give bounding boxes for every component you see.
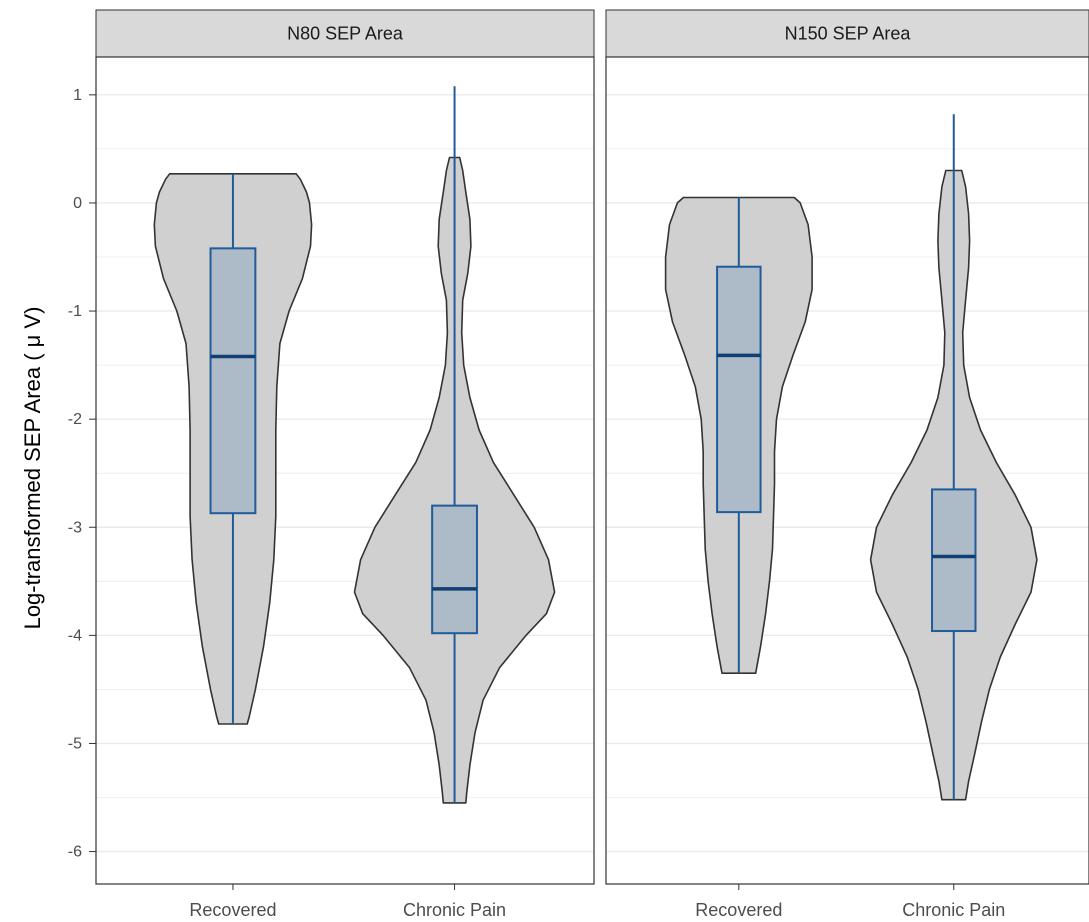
y-tick-label: -2 xyxy=(68,411,82,428)
iqr-box xyxy=(716,265,762,514)
panel-1: N80 SEP Area Recovered Chronic Pain xyxy=(95,9,595,920)
y-tick-label: 0 xyxy=(73,195,82,212)
iqr-box xyxy=(431,504,478,635)
panel-title: N80 SEP Area xyxy=(287,24,404,44)
panel-title: N150 SEP Area xyxy=(785,24,912,44)
panel-strip xyxy=(605,9,1089,58)
panels: 1 0 -1 -2 -3 -4 -5 -6 N80 SEP Area Recovered Chron… xyxy=(68,9,1089,920)
y-tick-label: -6 xyxy=(68,844,82,861)
y-tick-label: -5 xyxy=(68,735,82,752)
x-tick-label: Chronic Pain xyxy=(902,900,1005,920)
y-axis-label: Log-transformed SEP Area ( μ V) xyxy=(20,307,45,630)
y-tick-label: -4 xyxy=(68,627,82,644)
y-tick-label: 1 xyxy=(73,87,82,104)
x-tick-label: Recovered xyxy=(695,900,782,920)
x-tick-label: Recovered xyxy=(189,900,276,920)
panel-2: N150 SEP Area Recovered Chronic Pain xyxy=(605,9,1089,920)
y-tick-label: -3 xyxy=(68,519,82,536)
y-tick-label: -1 xyxy=(68,303,82,320)
iqr-box xyxy=(209,247,257,515)
panel-strip xyxy=(95,9,595,58)
panel-border xyxy=(605,56,1089,885)
panel-border xyxy=(95,56,595,885)
x-tick-label: Chronic Pain xyxy=(403,900,506,920)
iqr-box xyxy=(931,488,977,633)
